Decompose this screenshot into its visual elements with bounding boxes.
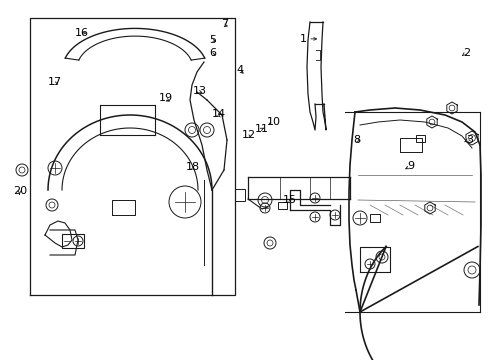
Text: 5: 5 <box>209 35 216 45</box>
Bar <box>369 214 379 222</box>
Text: 6: 6 <box>209 48 216 58</box>
Text: 16: 16 <box>75 28 89 38</box>
Text: 18: 18 <box>186 162 200 172</box>
Text: 14: 14 <box>212 109 225 120</box>
Bar <box>62 234 84 248</box>
Text: 8: 8 <box>353 135 360 145</box>
Text: 7: 7 <box>221 19 228 30</box>
Text: 11: 11 <box>254 124 268 134</box>
Text: 1: 1 <box>299 34 306 44</box>
Text: 3: 3 <box>465 135 472 145</box>
Text: 4: 4 <box>236 65 243 75</box>
Bar <box>235 189 244 201</box>
Text: 9: 9 <box>407 161 413 171</box>
Text: 13: 13 <box>192 86 206 96</box>
Text: 20: 20 <box>14 186 27 196</box>
Text: 15: 15 <box>282 195 296 205</box>
Text: 12: 12 <box>241 130 255 140</box>
Text: 2: 2 <box>463 48 469 58</box>
Bar <box>415 135 424 141</box>
Bar <box>277 202 286 208</box>
Text: 10: 10 <box>266 117 280 127</box>
Text: 17: 17 <box>48 77 61 87</box>
Text: 19: 19 <box>159 93 173 103</box>
